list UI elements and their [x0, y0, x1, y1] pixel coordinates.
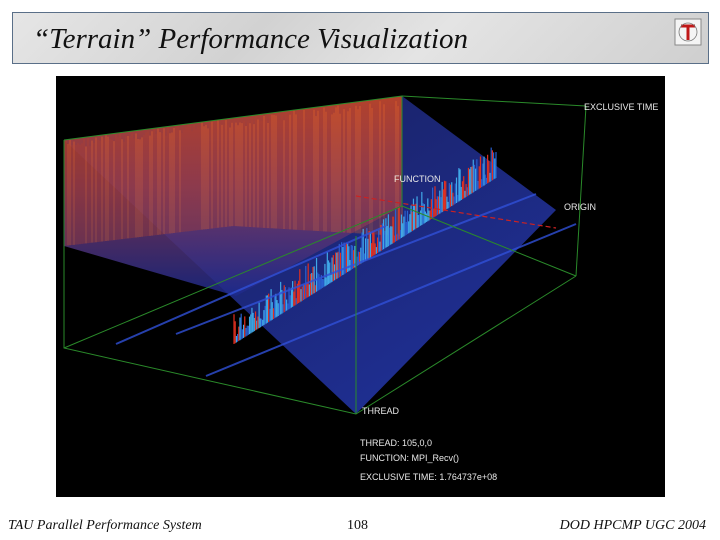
footer-right: DOD HPCMP UGC 2004	[559, 518, 706, 533]
readout-exclusive-time: EXCLUSIVE TIME: 1.764737e+08	[360, 472, 497, 482]
ridge-line	[205, 223, 577, 377]
page-number: 108	[347, 518, 368, 533]
readout-thread: THREAD: 105,0,0	[360, 438, 432, 448]
axis-label-exclusive-time: EXCLUSIVE TIME	[584, 102, 658, 112]
tau-logo-icon	[674, 18, 702, 46]
readout-function: FUNCTION: MPI_Recv()	[360, 453, 459, 463]
footer-left: TAU Parallel Performance System	[8, 518, 202, 533]
terrain-canvas[interactable]: EXCLUSIVE TIME FUNCTION ORIGIN THREAD TH…	[56, 76, 665, 497]
axis-label-origin: ORIGIN	[564, 202, 596, 212]
bounding-box	[63, 95, 587, 415]
origin-marker-line	[355, 195, 557, 229]
axis-label-function: FUNCTION	[394, 174, 441, 184]
title-bar: “Terrain” Performance Visualization	[12, 12, 709, 64]
terrain-visualization[interactable]: EXCLUSIVE TIME FUNCTION ORIGIN THREAD TH…	[56, 76, 665, 497]
ridge-line	[115, 225, 387, 345]
axis-label-thread: THREAD	[362, 406, 400, 416]
slide-title: “Terrain” Performance Visualization	[33, 23, 469, 55]
